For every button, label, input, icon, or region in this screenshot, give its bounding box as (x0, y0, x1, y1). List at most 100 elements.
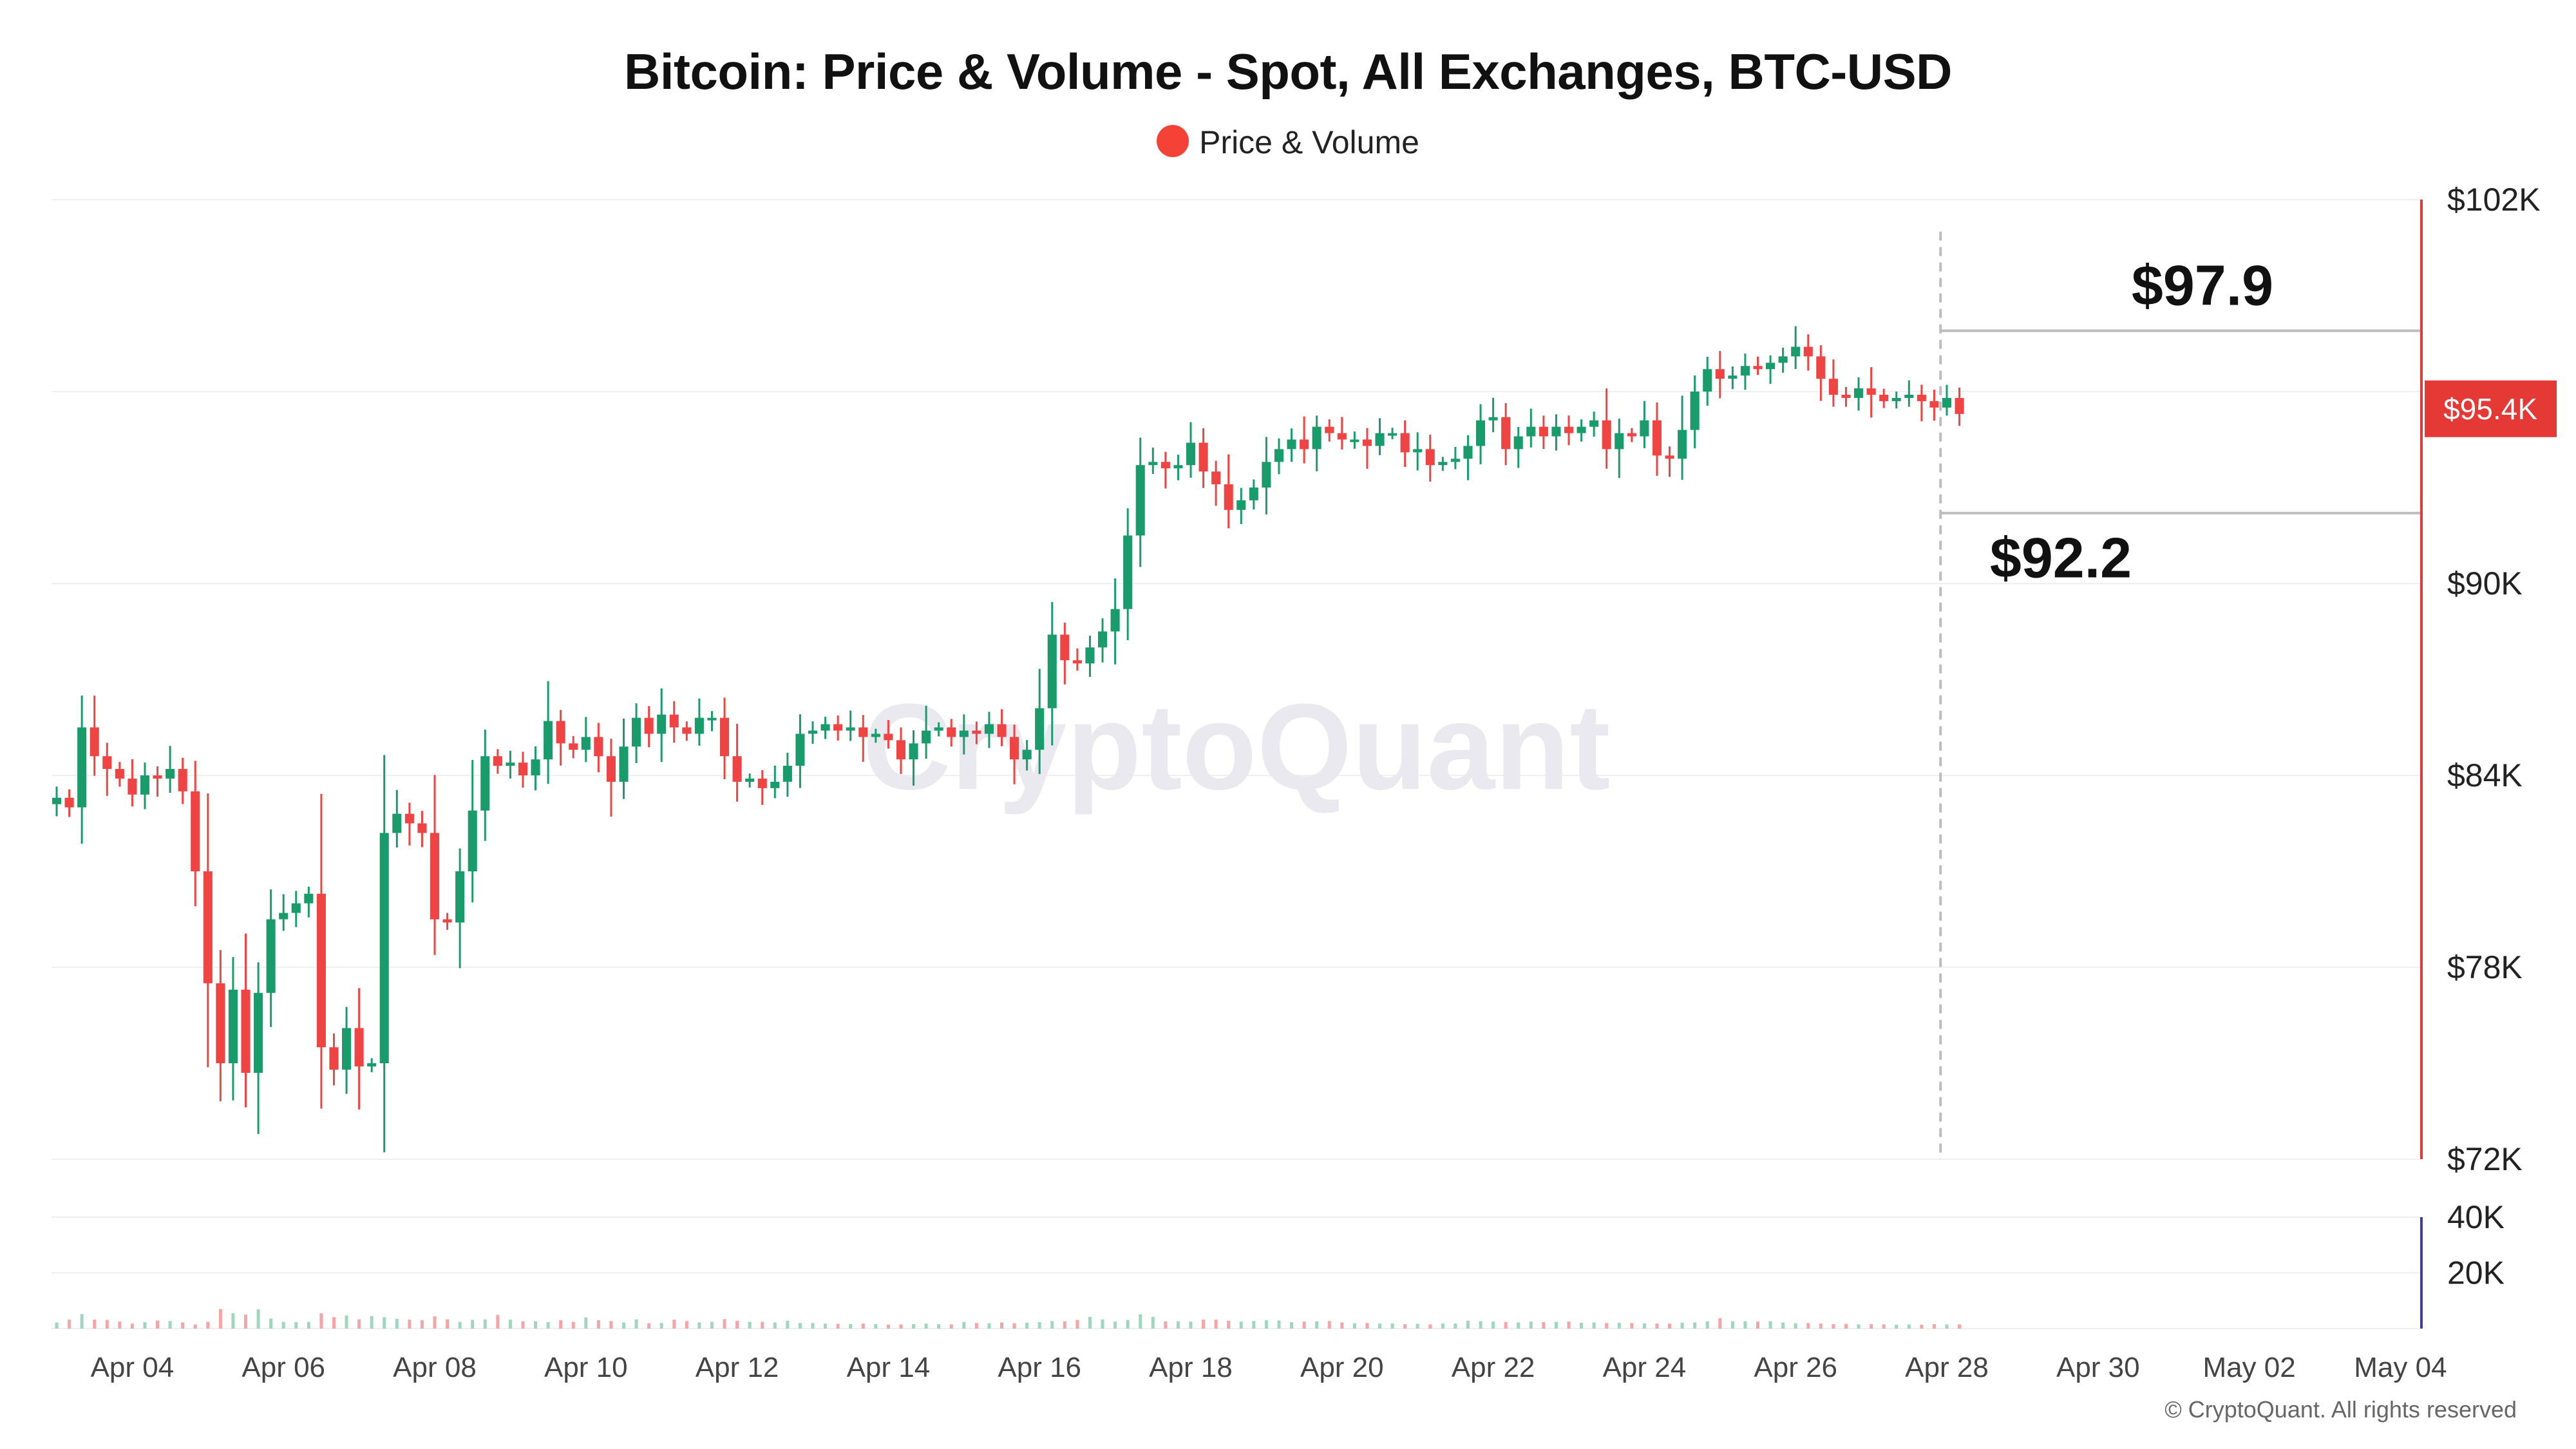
volume-bar (256, 1309, 260, 1329)
x-tick-label: Apr 16 (998, 1352, 1081, 1383)
volume-bar (1327, 1321, 1331, 1329)
volume-bar (244, 1314, 247, 1329)
volume-bar (824, 1323, 828, 1329)
volume-bar (1050, 1321, 1054, 1329)
candle-body (1022, 750, 1032, 760)
candle-body (304, 893, 314, 904)
candle-body (115, 769, 124, 779)
volume-bar (1352, 1323, 1356, 1329)
range-annotation: $97.9 $92.2 (1939, 231, 2421, 1159)
price-tick-label: $72K (2447, 1141, 2523, 1177)
candle-body (430, 833, 440, 920)
candle-body (128, 778, 137, 795)
candle-body (203, 871, 213, 983)
volume-bar (433, 1316, 437, 1329)
candle-body (1060, 634, 1070, 661)
candle-body (1728, 375, 1738, 379)
candle-body (90, 727, 99, 757)
volume-bar (962, 1321, 966, 1329)
candle-body (1072, 660, 1082, 664)
candle-body (1375, 433, 1385, 446)
candle-body (719, 717, 730, 757)
volume-bar (1416, 1323, 1419, 1329)
candle-body (846, 727, 855, 731)
candle-body (1312, 426, 1321, 450)
volume-bar (672, 1320, 676, 1329)
candle-body (1274, 449, 1284, 462)
volume-bar (294, 1322, 298, 1329)
candle-body (1513, 436, 1523, 450)
volume-bars (55, 1309, 1962, 1329)
volume-bar (1932, 1324, 1936, 1329)
candle-body (1413, 449, 1423, 453)
volume-bar (1542, 1322, 1546, 1329)
price-tick-label: $84K (2447, 757, 2523, 793)
x-tick-label: Apr 20 (1300, 1352, 1384, 1383)
volume-bar (508, 1320, 512, 1329)
candle-body (1287, 439, 1296, 450)
chart-legend[interactable]: Price & Volume (0, 124, 2576, 161)
candle-body (1955, 397, 1964, 414)
candle-body (341, 1028, 352, 1070)
volume-bar (1492, 1321, 1495, 1329)
volume-bar (269, 1318, 273, 1329)
candle-body (1640, 420, 1649, 437)
volume-bar (912, 1324, 916, 1329)
volume-bar (748, 1321, 752, 1329)
candle-body (455, 871, 465, 923)
candle-body (1665, 455, 1674, 459)
candle-body (782, 766, 792, 782)
volume-bar (1025, 1322, 1029, 1329)
candle-body (1879, 394, 1889, 401)
candle-body (1300, 439, 1309, 450)
volume-bar (68, 1320, 71, 1329)
candle-body (1085, 647, 1095, 664)
candle-body (682, 727, 692, 734)
candle-body (922, 730, 931, 744)
volume-bar (1390, 1323, 1394, 1329)
legend-dot-icon (1157, 125, 1189, 157)
candle-body (1148, 462, 1158, 466)
x-tick-label: Apr 26 (1754, 1352, 1837, 1383)
candle-body (1816, 356, 1826, 379)
x-tick-label: Apr 28 (1905, 1352, 1989, 1383)
volume-tick-label: 40K (2447, 1199, 2505, 1235)
volume-bar (1277, 1320, 1281, 1329)
volume-bar (761, 1321, 764, 1329)
candle-body (77, 727, 87, 808)
candle-body (1047, 634, 1057, 708)
candle-body (1501, 417, 1511, 450)
candle-body (1766, 363, 1776, 370)
candle-body (770, 781, 780, 788)
high-label: $97.9 (2132, 254, 2273, 317)
volume-bar (1768, 1321, 1772, 1329)
candle-body (1589, 420, 1599, 427)
x-tick-label: Apr 04 (91, 1352, 175, 1383)
current-price-label: $95.4K (2443, 392, 2537, 426)
x-tick-label: Apr 18 (1149, 1352, 1233, 1383)
candle-body (808, 730, 818, 734)
candle-body (279, 913, 289, 920)
candle-body (644, 717, 654, 734)
candlesticks (52, 326, 1964, 1153)
volume-bar (546, 1322, 550, 1329)
candle-body (468, 810, 477, 871)
volume-bar (206, 1321, 210, 1329)
volume-bar (1655, 1323, 1659, 1329)
candle-body (732, 756, 742, 782)
candle-body (556, 721, 565, 744)
volume-bar (231, 1313, 235, 1329)
volume-bar (886, 1324, 890, 1329)
candle-body (1917, 394, 1926, 401)
candle-body (1715, 369, 1725, 379)
volume-bar (458, 1321, 462, 1329)
volume-bar (1466, 1320, 1470, 1329)
volume-bar (307, 1321, 310, 1329)
volume-bar (1126, 1320, 1130, 1329)
x-tick-label: May 04 (2354, 1352, 2447, 1383)
candle-body (1425, 449, 1435, 466)
volume-bar (659, 1323, 663, 1329)
volume-bar (1605, 1323, 1609, 1329)
candle-body (1097, 631, 1108, 648)
